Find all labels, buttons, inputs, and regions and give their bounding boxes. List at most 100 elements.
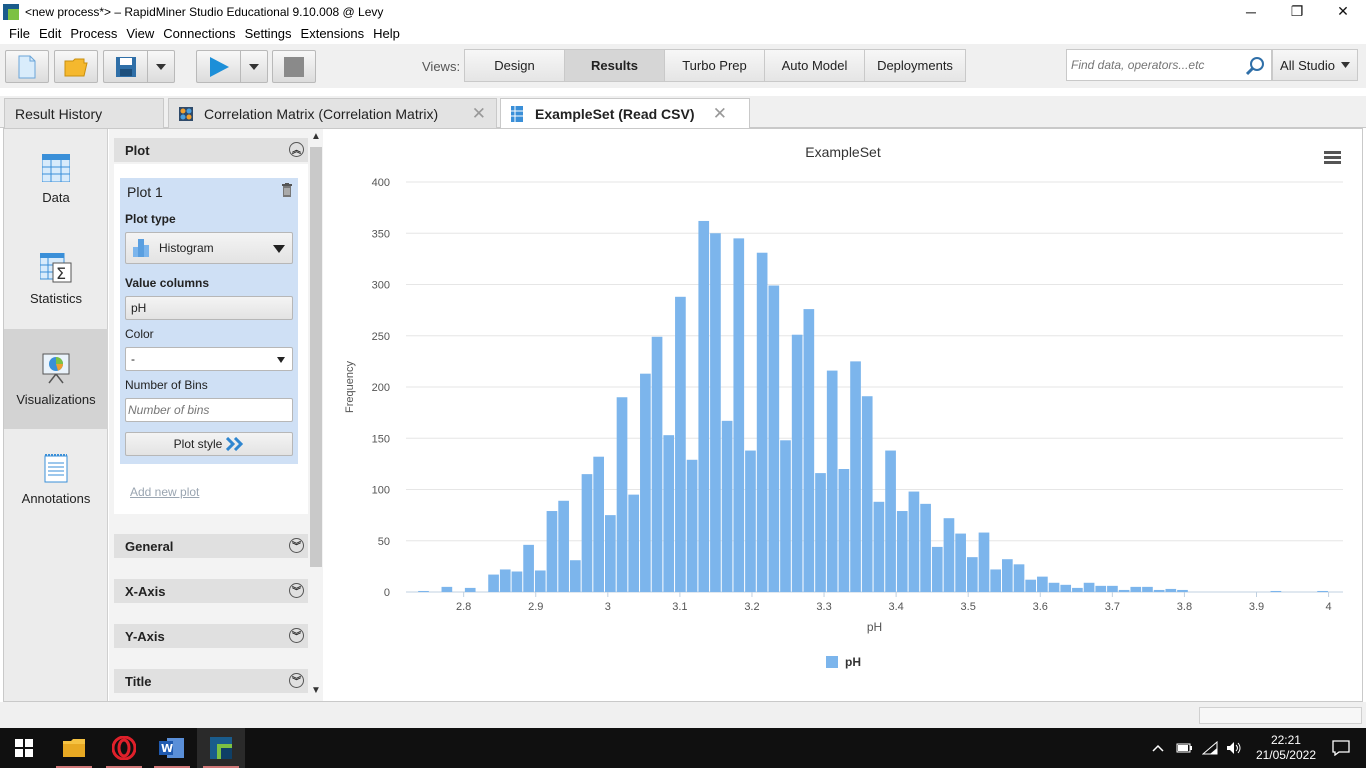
histogram-bar[interactable] <box>873 501 885 592</box>
search-input[interactable] <box>1071 58 1241 72</box>
histogram-bar[interactable] <box>1048 582 1060 592</box>
histogram-bar[interactable] <box>628 494 640 592</box>
volume-icon[interactable] <box>1226 741 1242 755</box>
histogram-bar[interactable] <box>558 500 569 592</box>
view-deployments-button[interactable]: Deployments <box>865 50 965 81</box>
histogram-bar[interactable] <box>604 515 616 592</box>
add-new-plot-link[interactable]: Add new plot <box>130 485 200 499</box>
histogram-bar[interactable] <box>768 285 780 592</box>
expand-icon[interactable]: ︾ <box>289 583 304 598</box>
histogram-bar[interactable] <box>1107 585 1118 592</box>
chart-legend[interactable]: pH <box>826 655 861 669</box>
histogram-bar[interactable] <box>1060 584 1072 592</box>
histogram-bar[interactable] <box>663 435 675 592</box>
histogram-bar[interactable] <box>791 334 803 592</box>
histogram-bar[interactable] <box>511 571 523 593</box>
maximize-button[interactable]: ❐ <box>1290 3 1304 19</box>
view-results-button[interactable]: Results <box>565 50 665 81</box>
histogram-bar[interactable] <box>838 469 850 592</box>
open-process-button[interactable] <box>54 50 98 83</box>
menu-view[interactable]: View <box>126 26 155 41</box>
taskbar-opera[interactable] <box>100 728 148 768</box>
tab-result-history[interactable]: Result History <box>4 98 164 128</box>
menu-connections[interactable]: Connections <box>163 26 236 41</box>
histogram-bar[interactable] <box>1270 590 1282 592</box>
histogram-bar[interactable] <box>441 586 453 592</box>
panel-scrollbar[interactable]: ▲ ▼ <box>309 129 323 701</box>
menu-help[interactable]: Help <box>373 26 400 41</box>
scrollbar-thumb[interactable] <box>310 147 322 567</box>
histogram-bar[interactable] <box>780 440 791 592</box>
histogram-bar[interactable] <box>640 373 651 592</box>
y-axis-section-header[interactable]: Y-Axis ︾ <box>114 624 308 648</box>
histogram-bar[interactable] <box>1013 564 1025 592</box>
histogram-bar[interactable] <box>698 220 710 592</box>
new-process-button[interactable] <box>5 50 49 83</box>
run-dropdown-button[interactable] <box>240 50 268 83</box>
histogram-bar[interactable] <box>978 532 990 592</box>
collapse-icon[interactable]: ︽ <box>289 142 304 157</box>
histogram-bar[interactable] <box>593 456 604 592</box>
histogram-bar[interactable] <box>651 336 663 592</box>
start-button[interactable] <box>0 728 48 768</box>
scroll-up-icon[interactable]: ▲ <box>311 131 321 142</box>
histogram-bar[interactable] <box>523 544 534 592</box>
title-section-header[interactable]: Title ︾ <box>114 669 308 693</box>
histogram-bar[interactable] <box>861 396 873 592</box>
histogram-bar[interactable] <box>803 309 815 592</box>
histogram-bar[interactable] <box>616 397 628 592</box>
chart-menu-icon[interactable] <box>1324 151 1341 165</box>
histogram-bar[interactable] <box>850 361 861 592</box>
menu-process[interactable]: Process <box>70 26 118 41</box>
tab-correlation-matrix[interactable]: Correlation Matrix (Correlation Matrix) … <box>168 98 497 128</box>
plot-style-button[interactable]: Plot style <box>125 432 293 456</box>
tab-close-icon[interactable]: ✕ <box>712 104 727 123</box>
trash-icon[interactable] <box>282 183 292 197</box>
histogram-bar[interactable] <box>418 590 429 592</box>
histogram-bar[interactable] <box>990 569 1001 592</box>
histogram-bar[interactable] <box>488 574 499 592</box>
histogram-bar[interactable] <box>966 557 978 592</box>
view-auto-model-button[interactable]: Auto Model <box>765 50 865 81</box>
general-section-header[interactable]: General ︾ <box>114 534 308 558</box>
histogram-bar[interactable] <box>1317 590 1328 592</box>
value-columns-field[interactable]: pH <box>125 296 293 320</box>
save-process-button[interactable] <box>103 50 147 83</box>
number-of-bins-input[interactable] <box>128 403 278 417</box>
histogram-bar[interactable] <box>885 450 896 592</box>
histogram-bar[interactable] <box>675 296 686 592</box>
notifications-icon[interactable] <box>1332 740 1350 756</box>
taskbar-clock[interactable]: 22:21 21/05/2022 <box>1256 733 1316 763</box>
stop-process-button[interactable] <box>272 50 316 83</box>
histogram-bar[interactable] <box>1001 559 1013 592</box>
taskbar-rapidminer[interactable] <box>197 728 245 768</box>
histogram-bar[interactable] <box>1177 589 1188 592</box>
tab-exampleset[interactable]: ExampleSet (Read CSV) ✕ <box>500 98 750 129</box>
color-select[interactable]: - <box>125 347 293 371</box>
menu-edit[interactable]: Edit <box>38 26 62 41</box>
histogram-bar[interactable] <box>1072 587 1083 592</box>
nav-visualizations[interactable]: Visualizations <box>4 329 108 429</box>
histogram-bar[interactable] <box>1083 582 1095 592</box>
histogram-bar[interactable] <box>815 473 826 592</box>
histogram-bar[interactable] <box>464 587 476 592</box>
run-process-button[interactable] <box>196 50 240 83</box>
taskbar-word[interactable]: W <box>148 728 196 768</box>
histogram-bar[interactable] <box>1153 589 1165 592</box>
histogram-bar[interactable] <box>569 560 581 592</box>
search-icon[interactable] <box>1245 56 1265 76</box>
histogram-bar[interactable] <box>826 370 838 592</box>
histogram-bar[interactable] <box>1142 586 1153 592</box>
histogram-bar[interactable] <box>920 503 931 592</box>
histogram-bar[interactable] <box>710 233 721 592</box>
battery-icon[interactable] <box>1176 742 1192 754</box>
close-button[interactable]: ✕ <box>1337 3 1349 19</box>
histogram-bar[interactable] <box>733 238 745 592</box>
histogram-bar[interactable] <box>1025 579 1037 592</box>
menu-settings[interactable]: Settings <box>244 26 292 41</box>
histogram-bar[interactable] <box>943 518 955 592</box>
expand-icon[interactable]: ︾ <box>289 673 304 688</box>
histogram-bar[interactable] <box>581 474 593 592</box>
histogram-bar[interactable] <box>721 420 733 592</box>
scroll-down-icon[interactable]: ▼ <box>311 685 321 696</box>
